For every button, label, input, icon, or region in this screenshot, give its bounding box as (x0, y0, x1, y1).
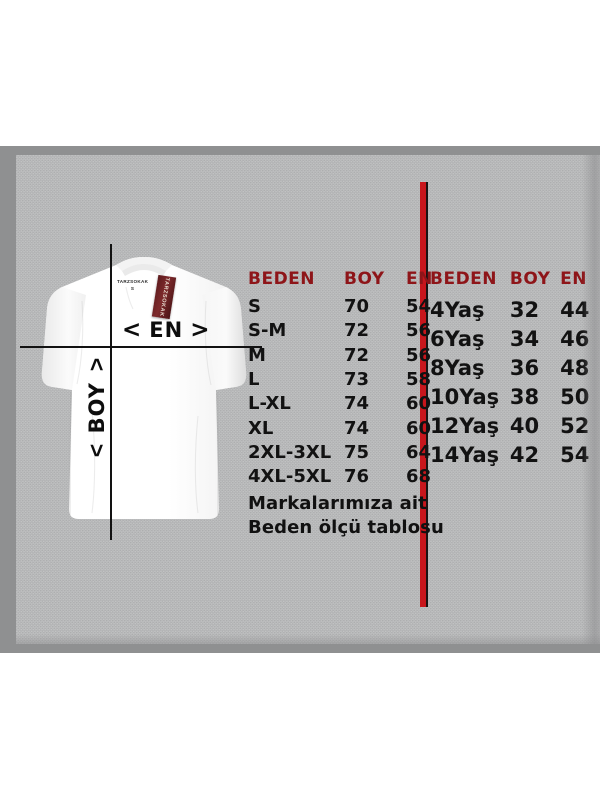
adult-table-header-row: BEDEN BOY EN (248, 269, 450, 295)
adult-size-name: 2XL-3XL (248, 441, 332, 463)
kids-size-name: 8Yaş (430, 355, 485, 380)
table-row: 12Yaş 40 52 (430, 411, 600, 440)
kids-table-header-row: BEDEN BOY EN (430, 269, 600, 295)
arrow-right-icon: > (190, 316, 211, 343)
table-row: 2XL-3XL 75 64 (248, 441, 450, 465)
kids-size-boy: 38 (509, 384, 540, 409)
adult-size-table: BEDEN BOY EN S 70 54 S-M 72 56 M (248, 269, 450, 490)
width-label-text: EN (149, 318, 184, 342)
table-row: 6Yaş 34 46 (430, 324, 600, 353)
canvas-edge-shade-bottom (16, 634, 600, 644)
adult-size-name: L (248, 368, 260, 390)
adult-header-beden: BEDEN (248, 269, 316, 289)
kids-size-en: 44 (560, 297, 590, 322)
length-measure-label: < BOY > (82, 353, 112, 462)
kids-size-name: 10Yaş (430, 384, 500, 409)
table-row: 10Yaş 38 50 (430, 382, 600, 411)
chart-caption: Markalarımıza ait Beden ölçü tablosu (248, 492, 444, 540)
tshirt-sleeve-right (202, 287, 247, 390)
kids-size-boy: 40 (509, 413, 540, 438)
brand-label-line1: TARZSOKAK (117, 279, 149, 284)
adult-size-boy: 76 (344, 466, 370, 488)
tshirt-collar-inner (122, 264, 166, 276)
table-row: M 72 56 (248, 344, 450, 368)
width-measure-label: < EN > (122, 318, 210, 342)
kids-size-en: 48 (560, 355, 590, 380)
table-row: S-M 72 56 (248, 319, 450, 343)
caption-line-2: Beden ölçü tablosu (248, 516, 444, 538)
adult-size-en: 58 (406, 368, 432, 390)
kids-size-en: 54 (560, 442, 590, 467)
chart-canvas: TARZSOKAK S TARZSOKAK < EN > < BOY > (16, 155, 600, 644)
brand-label-print: TARZSOKAK S (117, 278, 148, 293)
brand-label-line2: S (130, 286, 135, 292)
kids-size-en: 50 (560, 384, 590, 409)
measure-line-horizontal (20, 346, 262, 348)
adult-size-en: 54 (406, 296, 432, 317)
adult-header-en: EN (406, 269, 433, 289)
kids-size-boy: 34 (509, 326, 540, 351)
kids-size-name: 14Yaş (430, 442, 500, 467)
adult-size-name: XL (248, 417, 274, 439)
adult-size-en: 56 (406, 320, 432, 342)
tshirt-shadow-edges (69, 392, 219, 516)
table-row: L-XL 74 60 (248, 392, 450, 416)
table-row: S 70 54 (248, 295, 450, 319)
adult-size-en: 60 (406, 393, 432, 415)
adult-size-boy: 72 (344, 344, 370, 366)
adult-size-boy: 74 (344, 393, 370, 415)
kids-size-table: BEDEN BOY EN 4Yaş 32 44 6Yaş 34 46 8Yaş (430, 269, 600, 469)
kids-size-name: 4Yaş (430, 297, 485, 322)
adult-size-name: 4XL-5XL (248, 466, 332, 488)
kids-size-boy: 42 (509, 442, 540, 467)
adult-size-name: L-XL (248, 393, 291, 415)
table-row: 4Yaş 32 44 (430, 295, 600, 324)
kids-size-name: 6Yaş (430, 326, 485, 351)
arrow-down-icon: > (84, 444, 111, 458)
adult-size-name: S-M (248, 320, 287, 342)
adult-size-boy: 70 (344, 296, 370, 317)
adult-size-name: M (248, 344, 266, 366)
table-row: 4XL-5XL 76 68 (248, 465, 450, 489)
tshirt-body-shape (41, 257, 247, 519)
adult-header-boy: BOY (344, 269, 385, 289)
tshirt-illustration (30, 251, 258, 521)
caption-line-1: Markalarımıza ait (248, 493, 427, 514)
table-row: XL 74 60 (248, 417, 450, 441)
adult-size-boy: 73 (344, 368, 370, 390)
kids-header-en: EN (560, 269, 587, 289)
measure-line-vertical (110, 244, 112, 540)
adult-size-boy: 74 (344, 417, 370, 439)
arrow-left-icon: < (122, 316, 143, 343)
table-row: L 73 58 (248, 368, 450, 392)
kids-header-boy: BOY (509, 269, 551, 289)
tshirt-sleeve-left (41, 287, 86, 390)
kids-size-boy: 36 (509, 355, 540, 380)
kids-size-en: 46 (560, 326, 590, 351)
adult-size-boy: 75 (344, 441, 370, 463)
adult-size-boy: 72 (344, 320, 370, 342)
adult-size-name: S (248, 296, 261, 317)
adult-size-en: 60 (406, 417, 432, 439)
arrow-up-icon: < (84, 357, 111, 372)
adult-size-en: 68 (406, 466, 432, 488)
adult-size-en: 56 (406, 344, 432, 366)
length-label-text: BOY (85, 382, 109, 434)
table-row: 14Yaş 42 54 (430, 440, 600, 469)
kids-size-name: 12Yaş (430, 413, 500, 438)
size-chart-image: TARZSOKAK S TARZSOKAK < EN > < BOY > (0, 146, 600, 653)
red-divider-line (420, 182, 428, 607)
table-row: 8Yaş 36 48 (430, 353, 600, 382)
kids-size-boy: 32 (509, 297, 540, 322)
kids-header-beden: BEDEN (430, 269, 498, 289)
kids-size-en: 52 (560, 413, 590, 438)
adult-size-en: 64 (406, 441, 432, 463)
